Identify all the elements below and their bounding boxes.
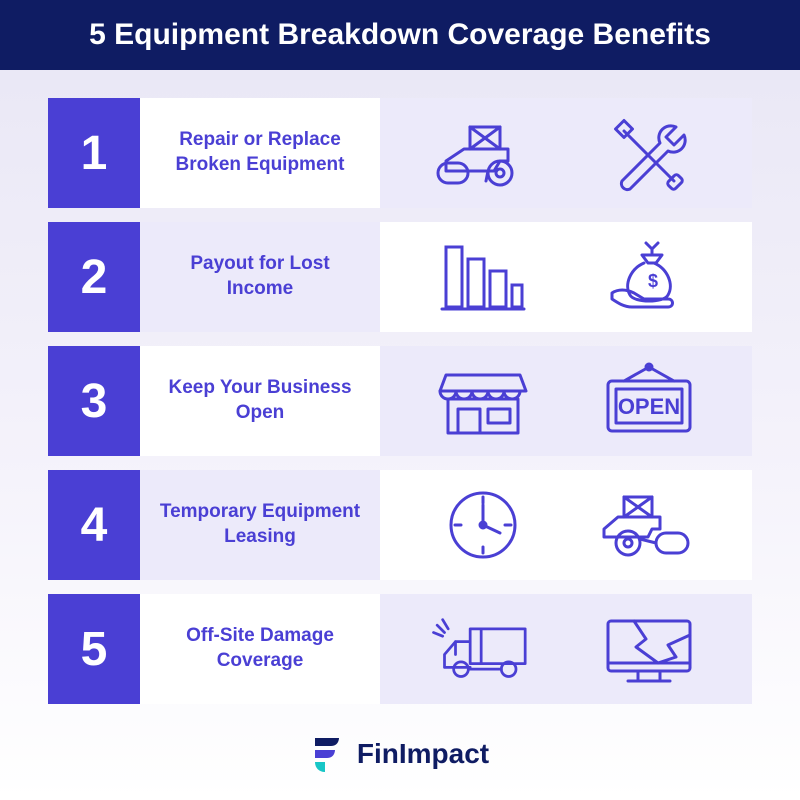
benefit-label: Repair or Replace Broken Equipment: [140, 98, 380, 208]
money-bag-hand-icon: $: [594, 237, 704, 317]
benefit-icons: $: [380, 222, 752, 332]
truck-icon: [428, 609, 538, 689]
svg-text:OPEN: OPEN: [618, 394, 680, 419]
storefront-icon: [428, 361, 538, 441]
brand-logo-icon: [311, 734, 345, 774]
benefit-icons: [380, 470, 752, 580]
benefit-label: Keep Your Business Open: [140, 346, 380, 456]
broken-monitor-icon: [594, 609, 704, 689]
benefit-label: Off-Site Damage Coverage: [140, 594, 380, 704]
steamroller-icon: [594, 485, 704, 565]
steamroller-icon: [428, 113, 538, 193]
benefit-label: Temporary Equipment Leasing: [140, 470, 380, 580]
benefit-number: 5: [48, 594, 140, 704]
benefit-number: 3: [48, 346, 140, 456]
brand-name: FinImpact: [357, 738, 489, 770]
benefit-row: 2 Payout for Lost Income $: [48, 222, 752, 332]
benefit-number: 2: [48, 222, 140, 332]
open-sign-icon: OPEN: [594, 361, 704, 441]
tools-icon: [594, 113, 704, 193]
footer: FinImpact: [0, 712, 800, 800]
benefit-icons: [380, 98, 752, 208]
bar-chart-down-icon: [428, 237, 538, 317]
clock-icon: [428, 485, 538, 565]
benefit-row: 1 Repair or Replace Broken Equipment: [48, 98, 752, 208]
svg-text:$: $: [648, 271, 658, 291]
page-title: 5 Equipment Breakdown Coverage Benefits: [0, 0, 800, 70]
benefit-label: Payout for Lost Income: [140, 222, 380, 332]
benefit-number: 1: [48, 98, 140, 208]
benefit-row: 5 Off-Site Damage Coverage: [48, 594, 752, 704]
benefit-number: 4: [48, 470, 140, 580]
benefit-icons: [380, 594, 752, 704]
benefit-row: 4 Temporary Equipment Leasing: [48, 470, 752, 580]
benefit-list: 1 Repair or Replace Broken Equipment: [0, 70, 800, 712]
benefit-row: 3 Keep Your Business Open OPEN: [48, 346, 752, 456]
benefit-icons: OPEN: [380, 346, 752, 456]
